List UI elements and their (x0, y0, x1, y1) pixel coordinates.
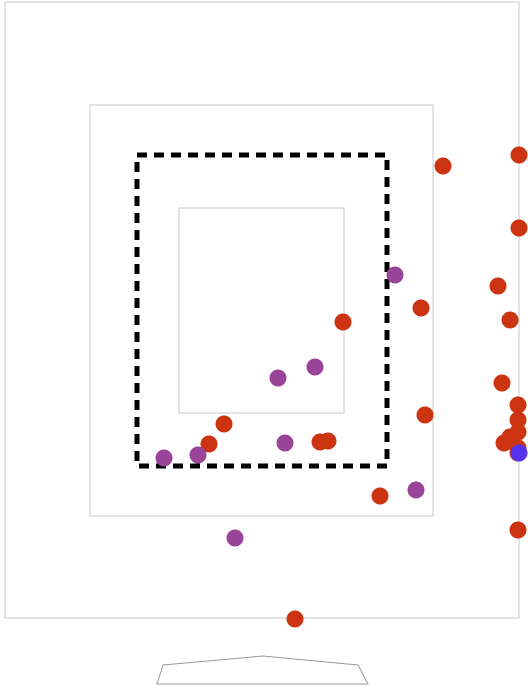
red-marker[interactable] (509, 521, 527, 539)
red-marker[interactable] (493, 374, 511, 392)
purple-marker[interactable] (189, 446, 207, 464)
purple-marker[interactable] (269, 369, 287, 387)
red-marker[interactable] (215, 415, 233, 433)
red-marker[interactable] (286, 610, 304, 628)
blue-marker[interactable] (510, 444, 528, 462)
red-marker[interactable] (510, 146, 528, 164)
purple-marker[interactable] (155, 449, 173, 467)
red-marker[interactable] (501, 311, 519, 329)
middle-zone (89, 104, 434, 517)
red-marker[interactable] (334, 313, 352, 331)
red-marker[interactable] (509, 396, 527, 414)
bottom-base-shape (156, 655, 369, 685)
red-marker[interactable] (495, 434, 513, 452)
red-marker[interactable] (510, 219, 528, 237)
purple-marker[interactable] (386, 266, 404, 284)
red-marker[interactable] (371, 487, 389, 505)
red-marker[interactable] (200, 435, 218, 453)
inner-zone (178, 207, 345, 414)
red-marker[interactable] (412, 299, 430, 317)
outer-boundary (4, 1, 520, 619)
red-marker[interactable] (434, 157, 452, 175)
dashed-zone (134, 152, 390, 469)
red-marker[interactable] (509, 411, 527, 429)
purple-marker[interactable] (407, 481, 425, 499)
red-marker[interactable] (311, 433, 329, 451)
purple-marker[interactable] (226, 529, 244, 547)
red-marker[interactable] (416, 406, 434, 424)
markers-layer (155, 146, 528, 628)
red-marker[interactable] (489, 277, 507, 295)
purple-marker[interactable] (276, 434, 294, 452)
purple-marker[interactable] (306, 358, 324, 376)
